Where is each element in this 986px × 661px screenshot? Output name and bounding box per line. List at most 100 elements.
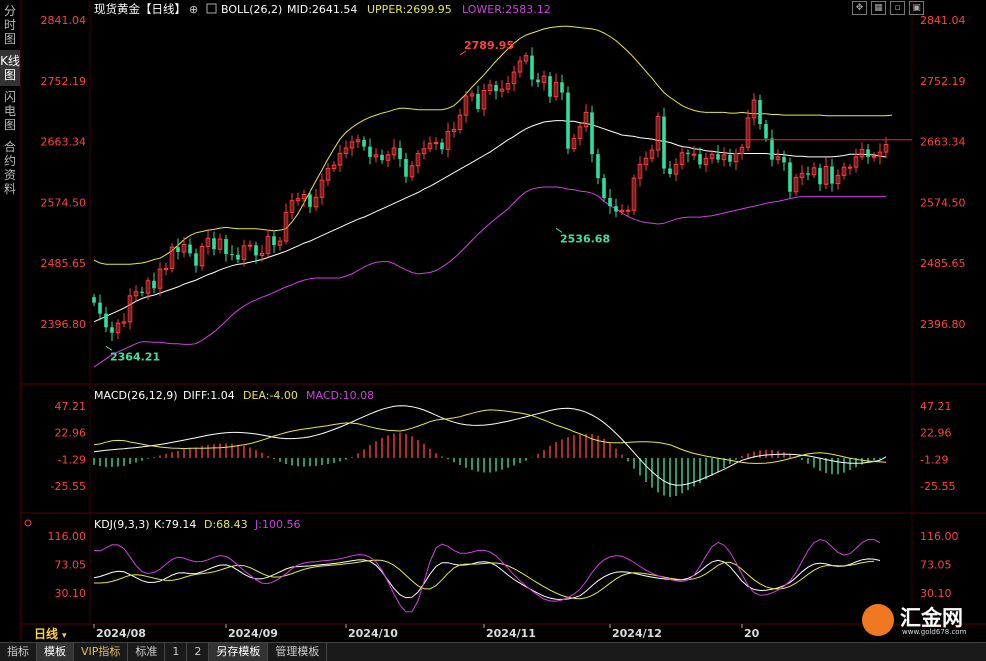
candle-body-down: [224, 239, 228, 255]
price-tick-right: 2663.34: [920, 136, 966, 149]
side-tab-intraday[interactable]: 分时图: [3, 4, 16, 46]
candlesticks: [92, 47, 889, 341]
candle-body-down: [806, 173, 810, 175]
candle-body-up: [703, 157, 709, 165]
grid-icon[interactable]: ▦: [871, 1, 886, 15]
side-tab-lightning[interactable]: 闪电图: [3, 90, 16, 132]
candle-body-up: [691, 153, 697, 156]
candle-body-up: [631, 177, 637, 211]
candle-body-up: [451, 129, 457, 133]
candle-body-up: [751, 99, 757, 119]
candle-body-down: [698, 154, 702, 165]
candle-body-up: [337, 152, 343, 166]
macd-diff-line: [93, 405, 887, 486]
extreme-pointer: [105, 345, 113, 351]
candle-body-up: [145, 280, 151, 294]
price-tick-left: 2396.80: [41, 318, 87, 331]
candle-body-up: [295, 198, 301, 202]
manage-templates-button[interactable]: 管理模板: [268, 643, 328, 661]
candle-body-down: [566, 92, 570, 149]
candle-body-down: [668, 168, 672, 174]
candle-body-down: [614, 206, 618, 212]
candle-body-up: [163, 267, 169, 270]
candle-body-down: [272, 236, 276, 246]
kdj-name: KDJ(9,3,3): [94, 518, 150, 531]
side-tab-contract-info[interactable]: 合约资料: [3, 140, 16, 196]
macd-tick-right: 47.21: [920, 400, 952, 413]
candle-body-up: [391, 147, 397, 156]
candle-body-down: [818, 167, 822, 185]
price-tick-right: 2841.04: [920, 14, 966, 27]
time-tick-label: 2024/12: [612, 627, 662, 640]
time-tick-label: 2024/08: [96, 627, 146, 640]
candle-body-down: [176, 247, 180, 253]
crosshair-icon[interactable]: ✥: [852, 1, 867, 15]
candle-body-up: [319, 179, 325, 198]
side-tab-bar: 分时图 K线图 闪电图 合约资料: [0, 0, 21, 640]
extreme-label: 2789.95: [464, 39, 514, 52]
tab-template-1[interactable]: 1: [165, 643, 188, 661]
tab-templates[interactable]: 模板: [37, 643, 74, 661]
candle-body-up: [553, 81, 559, 98]
candle-body-up: [637, 163, 643, 179]
price-annotations: 2789.95 2536.68 2364.21: [105, 39, 912, 363]
candle-body-down: [590, 112, 594, 155]
boll-toggle-icon[interactable]: [206, 3, 217, 14]
candle-body-up: [835, 174, 841, 185]
candle-body-down: [596, 154, 600, 179]
macd-tick-left: 22.96: [55, 427, 87, 440]
chart-canvas[interactable]: 现货黄金【日线】 ⊕ BOLL(26,2) MID:2641.54 UPPER:…: [0, 0, 986, 642]
kdj-k-value: K:79.14: [154, 518, 196, 531]
tab-standard[interactable]: 标准: [128, 643, 166, 661]
tab-vip-indicators[interactable]: VIP指标: [74, 643, 129, 661]
candle-body-up: [709, 153, 715, 159]
candle-body-down: [866, 149, 870, 157]
tab-template-2[interactable]: 2: [187, 643, 210, 661]
tab-indicators[interactable]: 指标: [0, 643, 37, 661]
candle-body-up: [799, 172, 805, 178]
candle-body-up: [247, 244, 253, 247]
candle-body-up: [517, 60, 523, 73]
extreme-pointer: [459, 50, 467, 56]
add-indicator-icon[interactable]: ⊕: [189, 3, 198, 16]
period-dropdown-icon[interactable]: ▾: [62, 631, 67, 641]
candle-body-down: [560, 82, 564, 93]
candle-body-down: [440, 142, 444, 150]
price-tick-left: 2663.34: [41, 136, 87, 149]
macd-axis: 47.21 47.21 22.96 22.96 -1.29 -1.29 -25.55 -25.…: [51, 400, 956, 493]
time-tick-label: 2024/10: [348, 627, 398, 640]
candle-body-up: [301, 194, 307, 200]
candle-body-up: [745, 117, 751, 148]
kdj-j-line: [93, 538, 881, 613]
macd-dea-line: [93, 409, 887, 464]
candle-body-up: [385, 154, 391, 161]
side-tab-kline[interactable]: K线图: [0, 50, 20, 86]
boll-mid-line: [93, 120, 887, 323]
macd-tick-right: -1.29: [920, 453, 948, 466]
candle-body-up: [625, 209, 631, 212]
kdj-settings-icon[interactable]: [24, 519, 32, 527]
candle-body-up: [679, 152, 685, 165]
candle-body-down: [404, 158, 408, 177]
candle-body-down: [716, 154, 720, 160]
candle-body-up: [577, 126, 583, 139]
save-template-button[interactable]: 另存模板: [209, 643, 269, 661]
restore-icon[interactable]: ▫: [890, 1, 905, 15]
candle-body-up: [427, 142, 433, 150]
candle-body-up: [115, 322, 121, 334]
candle-body-up: [469, 93, 475, 97]
candle-body-up: [343, 147, 349, 154]
logo-url: www.gold678.com: [902, 628, 967, 636]
candle-body-up: [841, 166, 847, 176]
candle-body-up: [523, 55, 529, 62]
candle-body-down: [236, 254, 240, 260]
maximize-icon[interactable]: ▣: [909, 1, 924, 15]
macd-tick-left: -1.29: [58, 453, 86, 466]
period-label[interactable]: 日线: [34, 626, 58, 641]
candle-body-up: [643, 157, 649, 165]
candle-body-up: [457, 114, 463, 131]
candle-body-down: [308, 194, 312, 207]
candle-body-up: [823, 165, 829, 185]
kdj-tick-left: 30.10: [55, 587, 87, 600]
